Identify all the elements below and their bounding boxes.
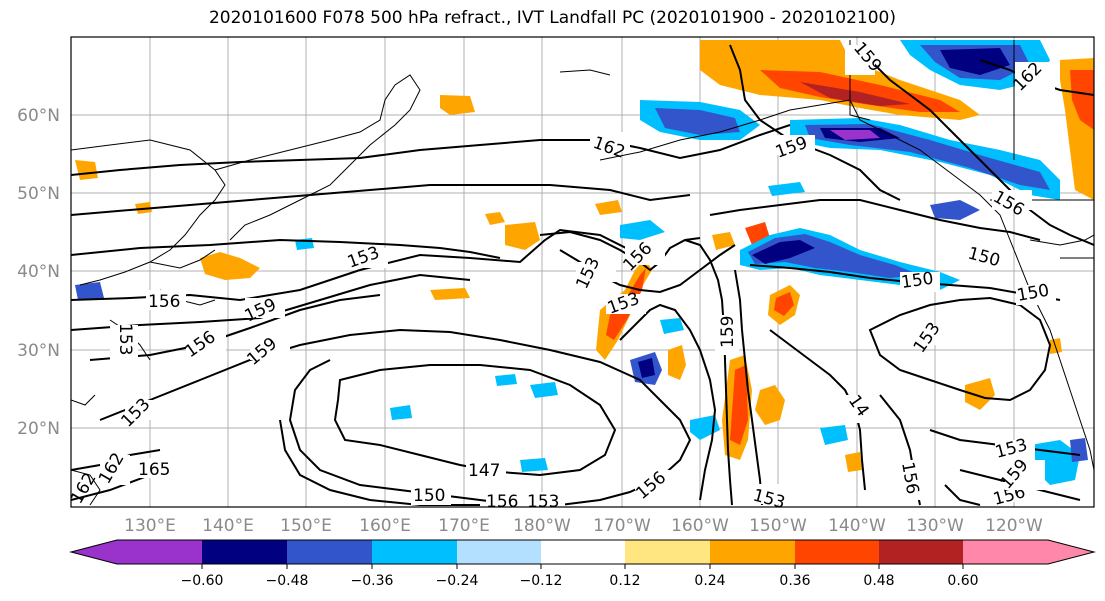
colorbar: −0.60 −0.48 −0.36 −0.24 −0.12 0.12 0.24 … bbox=[69, 539, 1096, 589]
lat-label: 40°N bbox=[17, 262, 60, 282]
colorbar-segment bbox=[287, 540, 372, 564]
colorbar-segment bbox=[710, 540, 795, 564]
map-frame bbox=[70, 36, 1095, 508]
lon-label: 160°W bbox=[671, 516, 729, 536]
colorbar-segment bbox=[541, 540, 625, 564]
colorbar-tick-label: 0.60 bbox=[947, 573, 978, 589]
lon-label: 140°E bbox=[202, 516, 254, 536]
contour-label: 153 bbox=[527, 492, 559, 512]
lon-label: 120°W bbox=[985, 516, 1043, 536]
colorbar-tick-label: −0.24 bbox=[436, 573, 479, 589]
contour-label: 147 bbox=[468, 461, 500, 481]
colorbar-tick-label: −0.12 bbox=[520, 573, 563, 589]
colorbar-segment bbox=[795, 540, 879, 564]
lon-label: 130°W bbox=[906, 516, 964, 536]
lat-label: 30°N bbox=[17, 341, 60, 361]
colorbar-tick-label: 0.48 bbox=[863, 573, 894, 589]
colorbar-tick-label: −0.36 bbox=[351, 573, 394, 589]
colorbar-tick-label: 0.24 bbox=[694, 573, 725, 589]
colorbar-tick-label: 0.36 bbox=[779, 573, 810, 589]
lat-label: 60°N bbox=[17, 106, 60, 126]
colorbar-tick-label: 0.12 bbox=[609, 573, 640, 589]
map-title: 2020101600 F078 500 hPa refract., IVT La… bbox=[208, 8, 896, 28]
contour-label: 156 bbox=[148, 292, 180, 312]
colorbar-segment bbox=[457, 540, 541, 564]
contour-label: 153 bbox=[115, 323, 135, 355]
longitude-labels: 130°E 140°E 150°E 160°E 170°E 180°W 170°… bbox=[124, 516, 1043, 536]
colorbar-segment bbox=[202, 540, 287, 564]
colorbar-segment bbox=[625, 540, 710, 564]
colorbar-segment bbox=[71, 540, 202, 564]
lon-label: 170°E bbox=[438, 516, 490, 536]
contour-label: 165 bbox=[138, 460, 170, 480]
lon-label: 170°W bbox=[593, 516, 651, 536]
lon-label: 130°E bbox=[124, 516, 176, 536]
lon-label: 150°W bbox=[749, 516, 807, 536]
colorbar-segment bbox=[372, 540, 457, 564]
contour-lines bbox=[71, 44, 1094, 506]
lat-label: 50°N bbox=[17, 184, 60, 204]
colorbar-tick-label: −0.48 bbox=[266, 573, 309, 589]
shaded-field-positive bbox=[75, 40, 1094, 472]
lon-label: 180°W bbox=[513, 516, 571, 536]
lon-label: 160°E bbox=[359, 516, 411, 536]
contour-label: 159 bbox=[718, 316, 738, 348]
contour-label: 150 bbox=[413, 486, 445, 506]
colorbar-segment bbox=[879, 540, 963, 564]
lon-label: 140°W bbox=[828, 516, 886, 536]
contour-label: 156 bbox=[486, 492, 518, 512]
lon-label: 150°E bbox=[280, 516, 332, 536]
contour-label: 153 bbox=[751, 486, 788, 514]
lat-label: 20°N bbox=[17, 419, 60, 439]
latitude-labels: 60°N 50°N 40°N 30°N 20°N bbox=[17, 106, 60, 439]
colorbar-tick-label: −0.60 bbox=[181, 573, 224, 589]
colorbar-segment bbox=[963, 540, 1094, 564]
contour-label: 150 bbox=[900, 269, 935, 293]
